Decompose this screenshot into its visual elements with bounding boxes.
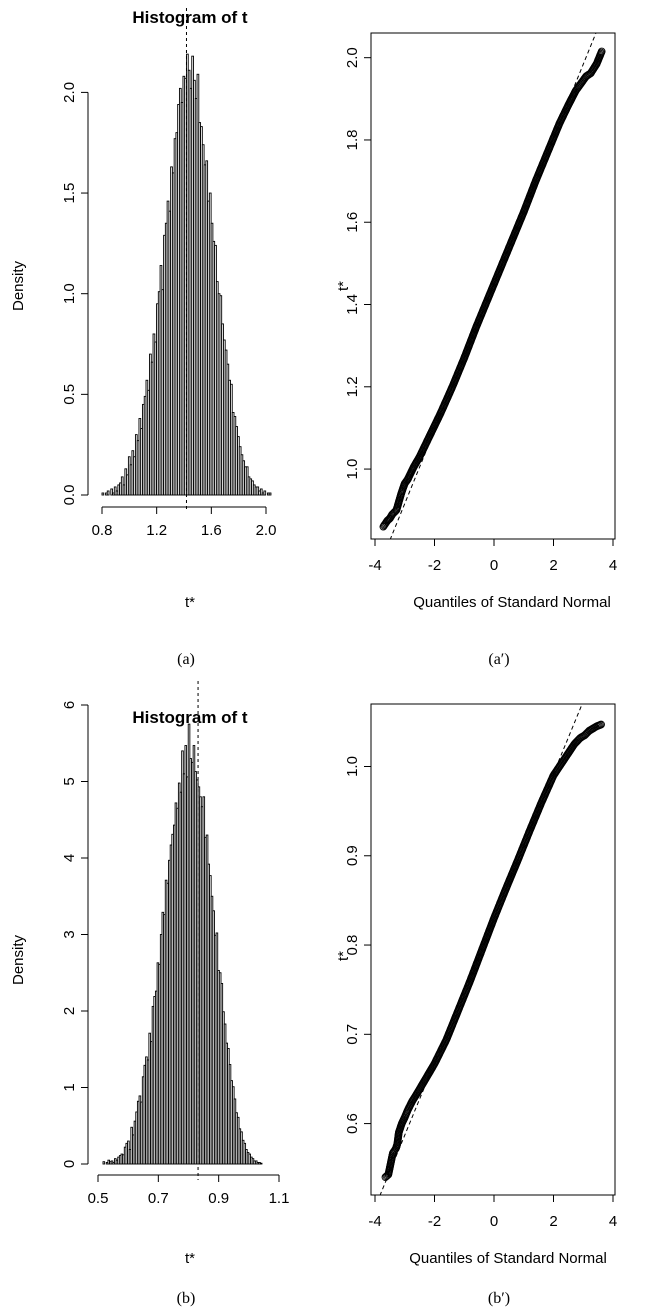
x-tick-label: 1.1 <box>269 1190 290 1207</box>
y-tick-label: 0.5 <box>61 384 78 405</box>
panel-label: (b′) <box>488 1290 510 1307</box>
x-tick-label: 2 <box>549 1213 557 1230</box>
y-tick-label: 2.0 <box>344 47 361 68</box>
histogram-bar <box>106 490 110 496</box>
qq-point <box>597 47 606 56</box>
histogram-bar <box>263 490 267 496</box>
x-tick-label: -2 <box>428 557 441 574</box>
y-tick-label: 1.4 <box>344 294 361 315</box>
x-tick-label: 0.9 <box>208 1190 229 1207</box>
qq-points <box>381 720 605 1182</box>
x-tick-label: 0 <box>490 1213 498 1230</box>
histogram-bar <box>102 1161 106 1165</box>
panel-a-histogram: Histogram of t t* Density (a) 0.8 1.2 1.6 2… <box>10 8 276 668</box>
x-axis-label: t* <box>185 594 195 611</box>
chart-title: Histogram of t <box>132 8 248 27</box>
x-tick-label: 2.0 <box>256 522 277 539</box>
x-tick-label: -4 <box>368 557 381 574</box>
y-tick-label: 4 <box>61 854 78 862</box>
panel-b-prime-qq-plot: Quantiles of Standard Normal t* (b′) -4 -… <box>335 703 617 1307</box>
chart-title: Histogram of t <box>132 708 248 727</box>
y-tick-label: 1.6 <box>344 212 361 233</box>
x-tick-label: 0.8 <box>92 522 113 539</box>
histogram-bar <box>110 488 114 496</box>
histogram-bars <box>101 53 272 496</box>
panel-label: (a′) <box>488 651 509 668</box>
x-axis-label: Quantiles of Standard Normal <box>413 594 611 611</box>
histogram-bar <box>259 1162 263 1165</box>
y-tick-label: 0.8 <box>344 935 361 956</box>
panel-label: (a) <box>177 651 195 668</box>
y-tick-label: 0.0 <box>61 485 78 506</box>
y-tick-label: 1.0 <box>344 756 361 777</box>
y-tick-label: 1.0 <box>344 459 361 480</box>
qq-point <box>597 720 605 729</box>
y-axis-label: Density <box>10 934 27 985</box>
y-tick-label: 1.8 <box>344 130 361 151</box>
plot-frame <box>370 703 616 1196</box>
panel-a-prime-qq-plot: Quantiles of Standard Normal t* (a′) -4 -… <box>335 32 617 668</box>
histogram-bar <box>259 488 263 496</box>
histogram-bars <box>102 723 263 1165</box>
x-tick-label: 0.7 <box>148 1190 169 1207</box>
x-tick-label: 4 <box>609 557 617 574</box>
y-tick-label: 1.2 <box>344 376 361 397</box>
y-tick-label: 1.5 <box>61 183 78 204</box>
panel-label: (b) <box>177 1290 196 1307</box>
y-tick-label: 0.9 <box>344 845 361 866</box>
qq-points <box>379 47 606 531</box>
plot-frame <box>370 32 616 540</box>
x-tick-label: 0.5 <box>88 1190 109 1207</box>
y-tick-label: 2 <box>61 1007 78 1015</box>
histogram-bar <box>101 492 105 496</box>
y-axis-label: Density <box>10 260 27 311</box>
y-tick-label: 0.7 <box>344 1024 361 1045</box>
x-tick-label: 0 <box>490 557 498 574</box>
y-tick-label: 0 <box>61 1160 78 1168</box>
y-tick-label: 1 <box>61 1083 78 1091</box>
x-tick-label: -2 <box>428 1213 441 1230</box>
y-tick-label: 5 <box>61 777 78 785</box>
x-tick-label: 1.6 <box>201 522 222 539</box>
x-tick-label: 1.2 <box>146 522 167 539</box>
y-axis-label: t* <box>335 951 352 961</box>
y-tick-label: 1.0 <box>61 283 78 304</box>
y-tick-label: 6 <box>61 701 78 709</box>
panel-b-histogram: Histogram of t t* Density (b) 0.5 0.7 0.9 1… <box>10 681 289 1307</box>
x-tick-label: -4 <box>368 1213 381 1230</box>
histogram-bar <box>268 492 272 496</box>
y-tick-label: 2.0 <box>61 82 78 103</box>
x-axis-label: Quantiles of Standard Normal <box>409 1250 607 1267</box>
x-tick-label: 2 <box>549 557 557 574</box>
y-axis-label: t* <box>335 281 352 291</box>
y-tick-label: 3 <box>61 930 78 938</box>
x-axis-label: t* <box>185 1250 195 1267</box>
y-tick-label: 0.6 <box>344 1113 361 1134</box>
x-tick-label: 4 <box>609 1213 617 1230</box>
qq-reference-line <box>389 33 597 539</box>
